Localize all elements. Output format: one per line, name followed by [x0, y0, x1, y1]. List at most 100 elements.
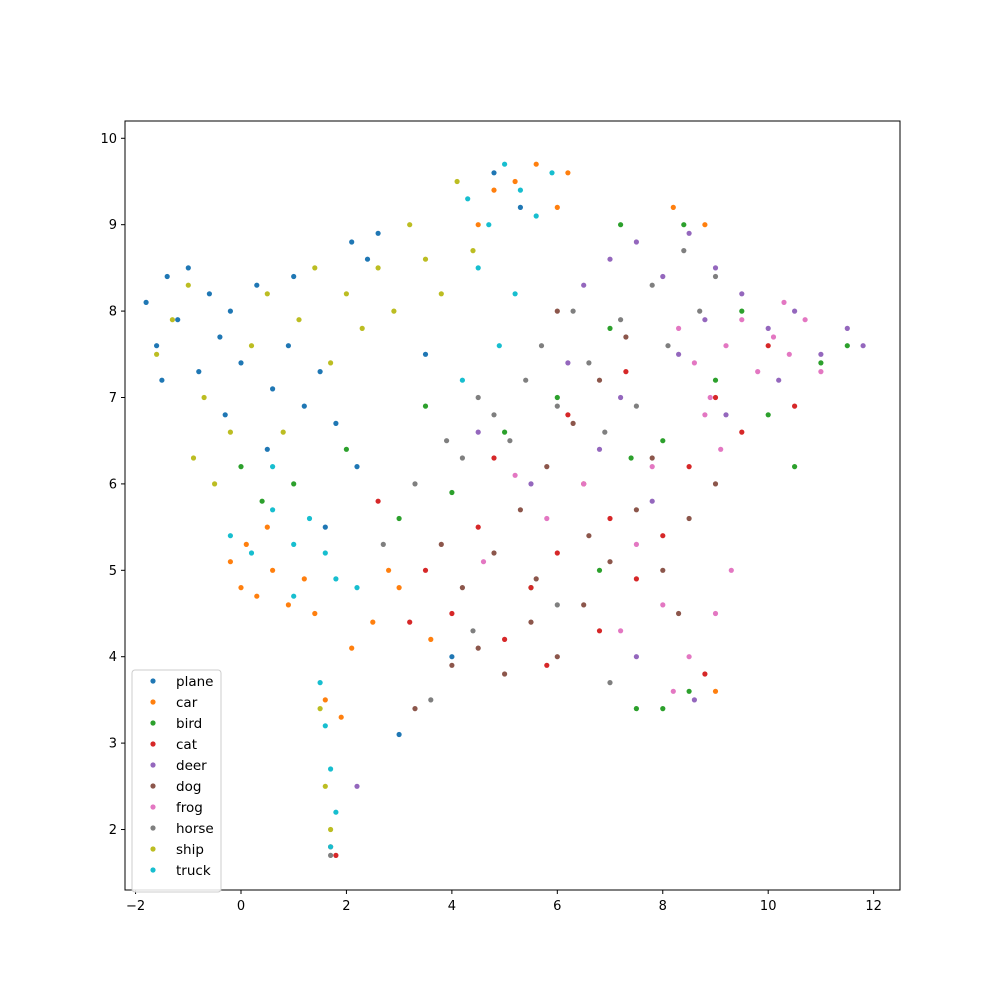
point-ship-13: [343, 291, 349, 297]
y-tick-label: 3: [109, 737, 117, 752]
point-bird-16: [686, 688, 692, 694]
point-plane-3: [175, 317, 181, 323]
legend-box: [131, 669, 222, 893]
point-cat-22: [702, 671, 708, 677]
point-plane-5: [196, 369, 202, 375]
point-plane-11: [270, 386, 276, 392]
point-plane-18: [291, 273, 297, 280]
point-plane-17: [364, 256, 371, 262]
point-frog-23: [670, 688, 676, 694]
x-axis: −2 0 2 4 6 8 10 12: [126, 890, 882, 914]
point-deer-1: [607, 256, 613, 262]
point-car-9: [338, 714, 344, 720]
point-ship-11: [312, 265, 318, 271]
point-frog-11: [718, 446, 724, 452]
point-plane-23: [396, 731, 402, 738]
point-car-11: [370, 619, 376, 625]
point-cat-15: [765, 343, 771, 349]
point-cat-14: [739, 429, 745, 435]
point-cat-18: [596, 628, 603, 634]
y-tick-label: 4: [109, 650, 117, 665]
point-cat-21: [623, 369, 629, 375]
point-deer-24: [354, 783, 360, 789]
point-frog-24: [781, 299, 787, 305]
point-dog-24: [676, 610, 682, 617]
point-dog-2: [502, 671, 508, 677]
point-cat-7: [554, 550, 560, 556]
point-dog-7: [633, 507, 640, 513]
point-deer-15: [723, 412, 729, 418]
point-bird-1: [259, 498, 265, 504]
point-car-20: [712, 688, 719, 694]
y-tick-label: 6: [109, 477, 117, 492]
x-tick-label: −2: [126, 899, 145, 914]
plot-frame: [124, 120, 901, 891]
point-deer-6: [739, 291, 745, 297]
legend-label-cat: cat: [176, 737, 197, 753]
x-tick-label: 10: [760, 899, 777, 914]
y-tick-label: 5: [109, 564, 117, 579]
point-car-19: [702, 222, 708, 228]
x-tick-label: 8: [659, 899, 667, 914]
point-horse-3: [523, 377, 529, 383]
point-ship-7: [248, 343, 255, 349]
point-bird-2: [291, 481, 297, 487]
point-ship-1: [169, 317, 175, 323]
point-frog-12: [649, 464, 655, 470]
point-ship-0: [154, 351, 160, 357]
point-frog-3: [723, 343, 729, 349]
series-dog: [412, 308, 719, 712]
point-horse-2: [491, 412, 497, 418]
point-truck-1: [270, 507, 276, 513]
point-ship-8: [264, 291, 270, 297]
point-dog-9: [686, 515, 692, 522]
series-bird: [238, 222, 850, 712]
point-horse-12: [475, 394, 481, 401]
legend-label-bird: bird: [176, 716, 202, 732]
y-axis: 2 3 4 5 6 7 8 9 10: [100, 132, 125, 838]
point-truck-3: [306, 515, 313, 522]
point-horse-19: [380, 541, 386, 548]
point-car-17: [554, 204, 560, 210]
point-car-13: [491, 187, 497, 193]
point-cat-24: [375, 498, 381, 504]
point-deer-4: [686, 230, 692, 236]
point-dog-20: [649, 455, 655, 461]
point-truck-21: [475, 265, 481, 271]
point-horse-11: [538, 343, 545, 349]
point-cat-4: [475, 524, 481, 530]
point-bird-5: [449, 489, 455, 496]
point-cat-16: [792, 403, 798, 409]
point-deer-17: [596, 446, 603, 452]
point-deer-0: [581, 282, 587, 288]
point-plane-26: [422, 351, 429, 357]
point-frog-20: [512, 472, 518, 478]
point-ship-5: [212, 481, 218, 487]
point-truck-20: [549, 170, 555, 176]
point-truck-8: [270, 464, 276, 470]
point-plane-2: [164, 273, 170, 280]
point-bird-14: [633, 706, 640, 712]
point-plane-0: [143, 299, 149, 305]
point-dog-13: [570, 420, 576, 426]
series-horse: [328, 248, 719, 859]
point-ship-9: [280, 429, 286, 435]
point-cat-10: [633, 576, 640, 582]
point-deer-3: [660, 273, 666, 280]
point-dog-18: [533, 576, 539, 582]
point-truck-2: [291, 541, 297, 548]
point-deer-7: [765, 325, 771, 331]
point-horse-6: [618, 317, 624, 323]
point-horse-23: [697, 308, 703, 314]
point-truck-7: [354, 585, 360, 591]
point-cat-5: [502, 636, 508, 643]
point-truck-19: [533, 213, 539, 219]
point-plane-21: [322, 524, 328, 530]
point-deer-14: [676, 351, 682, 357]
point-bird-4: [396, 515, 402, 522]
legend-marker-deer: [150, 762, 156, 768]
point-cat-20: [407, 619, 413, 625]
legend-marker-horse: [150, 825, 156, 831]
point-dog-12: [544, 464, 550, 470]
point-truck-16: [486, 222, 492, 228]
